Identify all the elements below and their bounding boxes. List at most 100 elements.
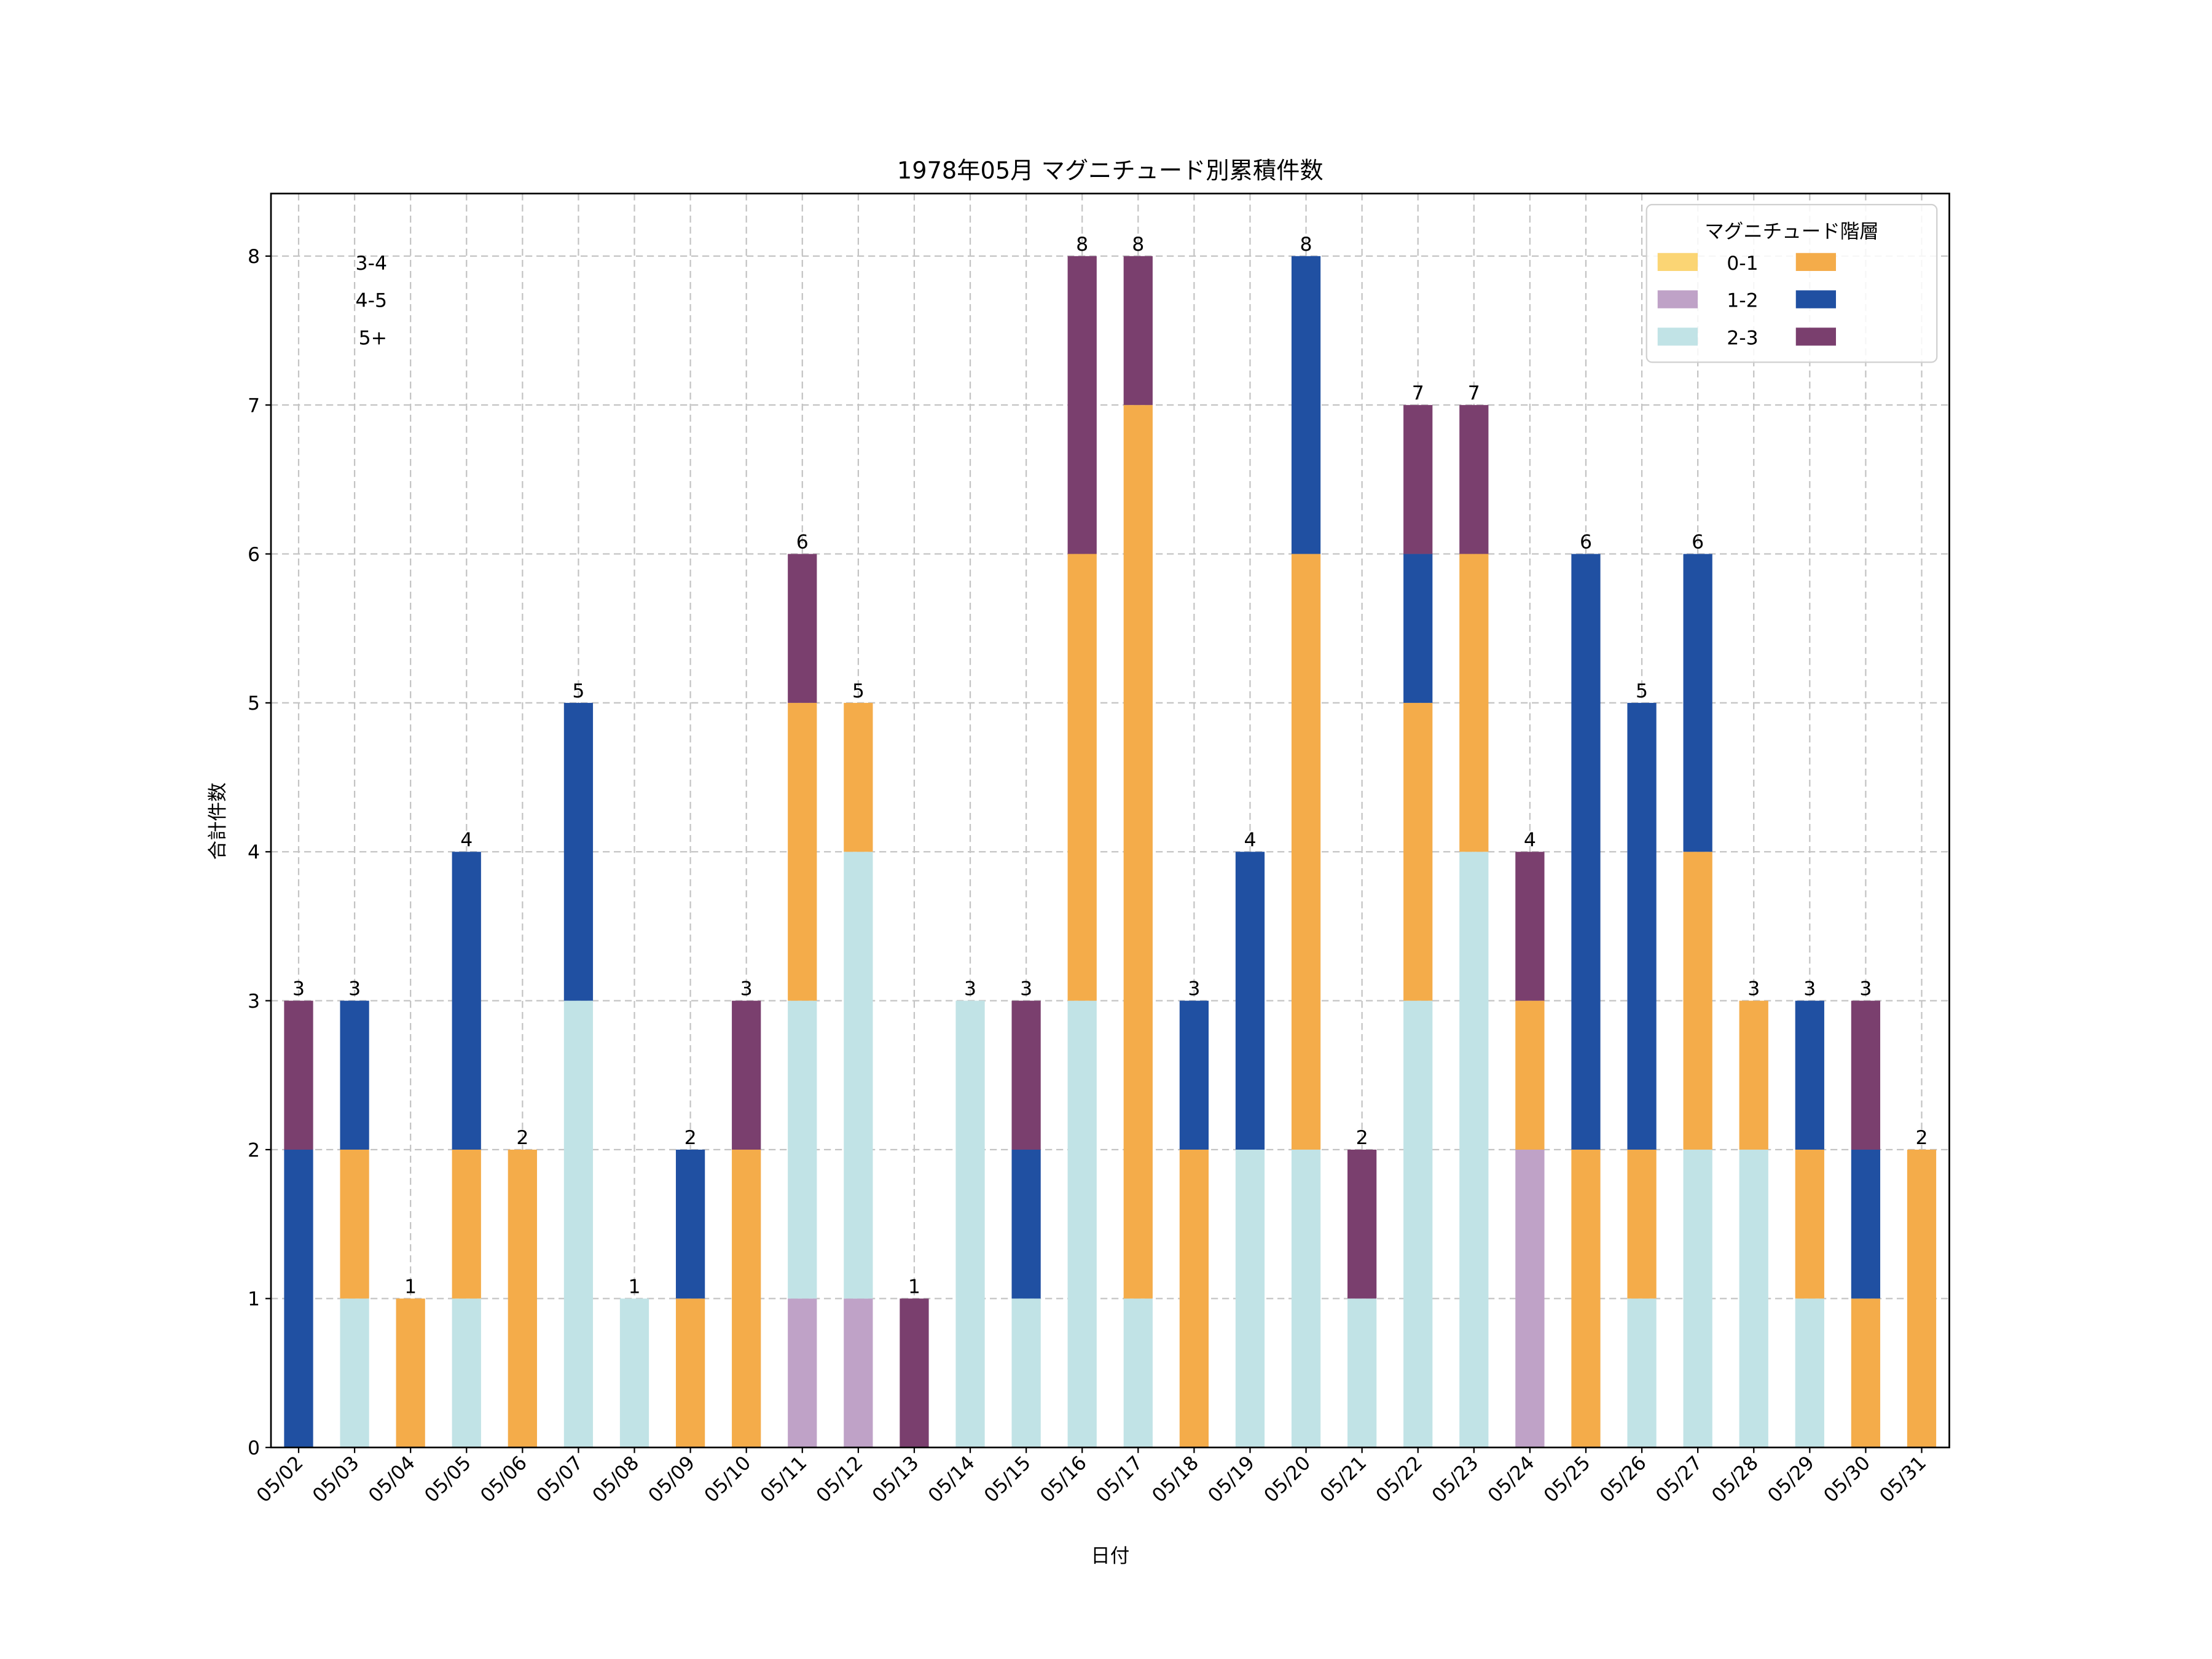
bar-segment-4-5 (1851, 1150, 1881, 1299)
legend-swatch-1-2 (1657, 290, 1698, 308)
legend-label: 1-2 (1727, 290, 1758, 312)
bar-segment-5+ (1067, 256, 1097, 554)
bar-segment-2-3 (563, 1000, 594, 1448)
bar-segment-3-4 (1627, 1150, 1657, 1299)
bar-segment-3-4 (452, 1150, 481, 1299)
legend-swatch-5+ (1795, 327, 1836, 346)
y-tick-label: 5 (248, 692, 260, 715)
bar-segment-4-5 (675, 1150, 705, 1299)
legend-label: 0-1 (1727, 253, 1758, 275)
bar-segment-5+ (788, 554, 817, 703)
bar-segment-5+ (284, 1000, 313, 1150)
bar-segment-2-3 (788, 1000, 817, 1299)
bar-segment-4-5 (1795, 1000, 1824, 1150)
bar-segment-2-3 (1627, 1298, 1657, 1448)
bar-segment-5+ (1011, 1000, 1041, 1150)
bar-segment-3-4 (1123, 405, 1153, 1299)
bar-segment-2-3 (452, 1298, 481, 1448)
total-label: 7 (1468, 382, 1480, 404)
total-label: 5 (572, 680, 584, 702)
total-label: 1 (404, 1276, 417, 1298)
bar-segment-4-5 (340, 1000, 369, 1150)
total-label: 3 (348, 978, 361, 1000)
bar-segment-2-3 (619, 1298, 649, 1448)
chart-title: 1978年05月 マグニチュード別累積件数 (897, 157, 1324, 184)
total-label: 2 (1356, 1127, 1368, 1149)
total-label: 3 (1859, 978, 1872, 1000)
total-label: 8 (1076, 233, 1088, 256)
bar-segment-2-3 (1459, 852, 1489, 1448)
legend-swatch-4-5 (1795, 290, 1836, 308)
legend-label: 5+ (359, 327, 387, 349)
total-label: 3 (740, 978, 753, 1000)
bar-segment-5+ (732, 1000, 761, 1150)
total-label: 3 (1020, 978, 1032, 1000)
bar-segment-1-2 (1515, 1150, 1545, 1448)
bar-segment-1-2 (844, 1298, 873, 1448)
total-label: 3 (964, 978, 976, 1000)
bar-segment-3-4 (340, 1150, 369, 1299)
bar-segment-5+ (900, 1298, 929, 1448)
bar-segment-4-5 (1627, 702, 1657, 1150)
bar-segment-5+ (1515, 852, 1545, 1001)
total-label: 1 (908, 1276, 920, 1298)
y-tick-label: 4 (248, 842, 260, 864)
bar-segment-2-3 (1123, 1298, 1153, 1448)
y-axis-ticks: 0 1 2 3 4 5 6 7 8 (248, 246, 271, 1459)
bar-segment-3-4 (1851, 1298, 1881, 1448)
legend-title: マグニチュード階層 (1704, 221, 1879, 243)
total-label: 5 (852, 680, 865, 702)
y-tick-label: 7 (248, 394, 260, 417)
bar-segment-2-3 (1011, 1298, 1041, 1448)
bar-segment-3-4 (1571, 1150, 1601, 1448)
bar-segment-2-3 (340, 1298, 369, 1448)
legend-label: 2-3 (1727, 327, 1758, 349)
legend-swatch-3-4 (1795, 253, 1836, 271)
bar-segment-3-4 (732, 1150, 761, 1448)
y-tick-label: 0 (248, 1437, 260, 1459)
bar-segment-4-5 (1291, 256, 1321, 554)
bar-segment-4-5 (452, 852, 481, 1150)
bar-segment-4-5 (1235, 852, 1265, 1150)
bar-segment-3-4 (1795, 1150, 1824, 1299)
bar-segment-2-3 (1291, 1150, 1321, 1448)
bar-segment-4-5 (1011, 1150, 1041, 1299)
bar-segment-3-4 (1907, 1150, 1937, 1448)
bar-segment-4-5 (1571, 554, 1601, 1150)
bar-segment-2-3 (844, 852, 873, 1299)
bar-segment-3-4 (508, 1150, 537, 1448)
bar-segment-2-3 (1795, 1298, 1824, 1448)
y-axis-label: 合計件数 (207, 782, 229, 860)
legend-swatch-0-1 (1657, 253, 1698, 271)
total-label: 2 (516, 1127, 528, 1149)
bar-segment-4-5 (1683, 554, 1712, 852)
total-label: 3 (292, 978, 305, 1000)
bar-segment-3-4 (1291, 554, 1321, 1150)
y-tick-label: 2 (248, 1139, 260, 1161)
bar-segment-3-4 (675, 1298, 705, 1448)
bar-segment-2-3 (955, 1000, 985, 1448)
total-label: 8 (1300, 233, 1312, 256)
bar-segment-3-4 (1403, 702, 1433, 1001)
legend-box (1645, 203, 1938, 363)
bar-segment-3-4 (844, 702, 873, 852)
x-axis-label: 日付 (1091, 1545, 1129, 1567)
bar-segment-4-5 (563, 702, 594, 1001)
bar-segment-2-3 (1403, 1000, 1433, 1448)
total-label: 2 (1915, 1127, 1928, 1149)
bar-segment-1-2 (788, 1298, 817, 1448)
bar-segment-3-4 (1179, 1150, 1209, 1448)
bar-segment-3-4 (1459, 554, 1489, 852)
total-label: 2 (684, 1127, 697, 1149)
legend-label: 4-5 (356, 290, 387, 312)
bar-segment-5+ (1459, 405, 1489, 554)
total-label: 6 (796, 531, 809, 554)
total-label: 3 (1747, 978, 1760, 1000)
total-label: 6 (1580, 531, 1592, 554)
bar-segment-5+ (1403, 405, 1433, 554)
total-label: 8 (1132, 233, 1144, 256)
bar-segment-3-4 (396, 1298, 425, 1448)
bar-segment-3-4 (1515, 1000, 1545, 1150)
bar-segment-3-4 (1067, 554, 1097, 1001)
